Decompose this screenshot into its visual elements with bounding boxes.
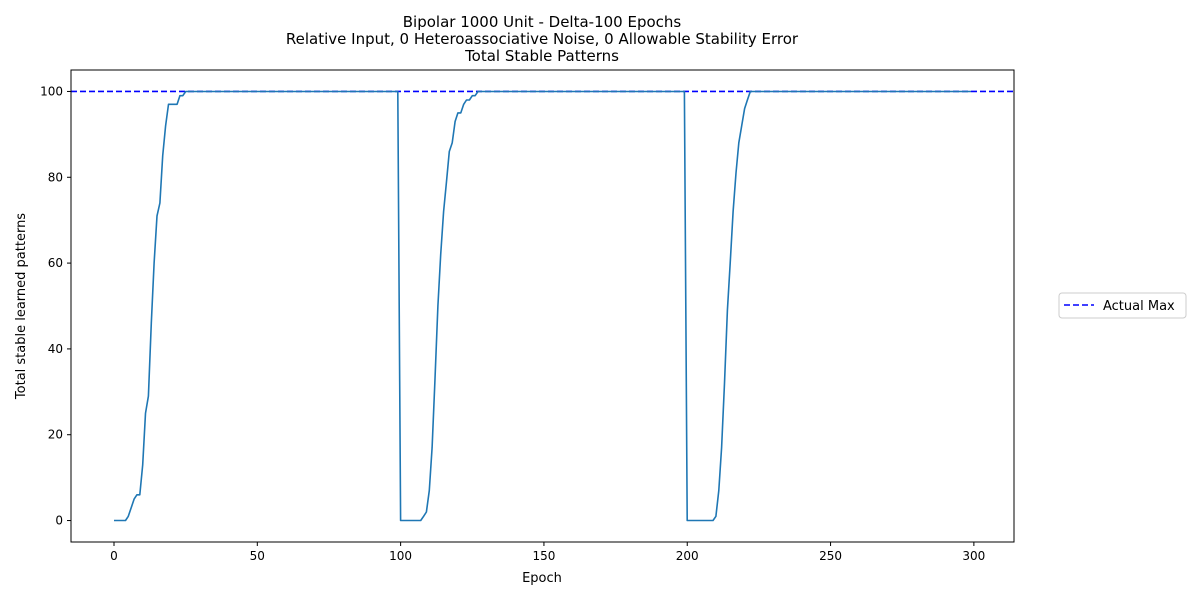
y-tick-label-4: 80	[48, 170, 63, 184]
x-tick-label-1: 50	[250, 549, 265, 563]
x-tick-label-5: 250	[819, 549, 842, 563]
y-axis-label: Total stable learned patterns	[14, 213, 29, 400]
legend: Actual Max	[1058, 292, 1187, 319]
y-tick-label-2: 40	[48, 342, 63, 356]
chart-title-line-3: Total Stable Patterns	[464, 47, 619, 65]
chart-title-line-2: Relative Input, 0 Heteroassociative Nois…	[286, 30, 799, 48]
chart-title-line-1: Bipolar 1000 Unit - Delta-100 Epochs	[403, 13, 682, 31]
y-tick-label-0: 0	[55, 514, 63, 528]
y-tick-label-5: 100	[40, 84, 63, 98]
x-tick-label-2: 100	[389, 549, 412, 563]
y-axis-ticks: 0 20 40 60 80 100	[40, 84, 71, 528]
y-tick-label-1: 20	[48, 428, 63, 442]
x-tick-label-0: 0	[110, 549, 118, 563]
x-axis-label: Epoch	[522, 571, 562, 586]
x-axis-ticks: 0 50 100 150 200 250 300	[110, 542, 985, 563]
series-line	[114, 90, 971, 522]
legend-box	[1058, 292, 1187, 319]
plot-area-frame	[70, 69, 1015, 543]
x-tick-label-3: 150	[532, 549, 555, 563]
x-tick-label-6: 300	[962, 549, 985, 563]
y-tick-label-3: 60	[48, 256, 63, 270]
x-tick-label-4: 200	[676, 549, 699, 563]
legend-label-actual-max: Actual Max	[1103, 299, 1175, 314]
